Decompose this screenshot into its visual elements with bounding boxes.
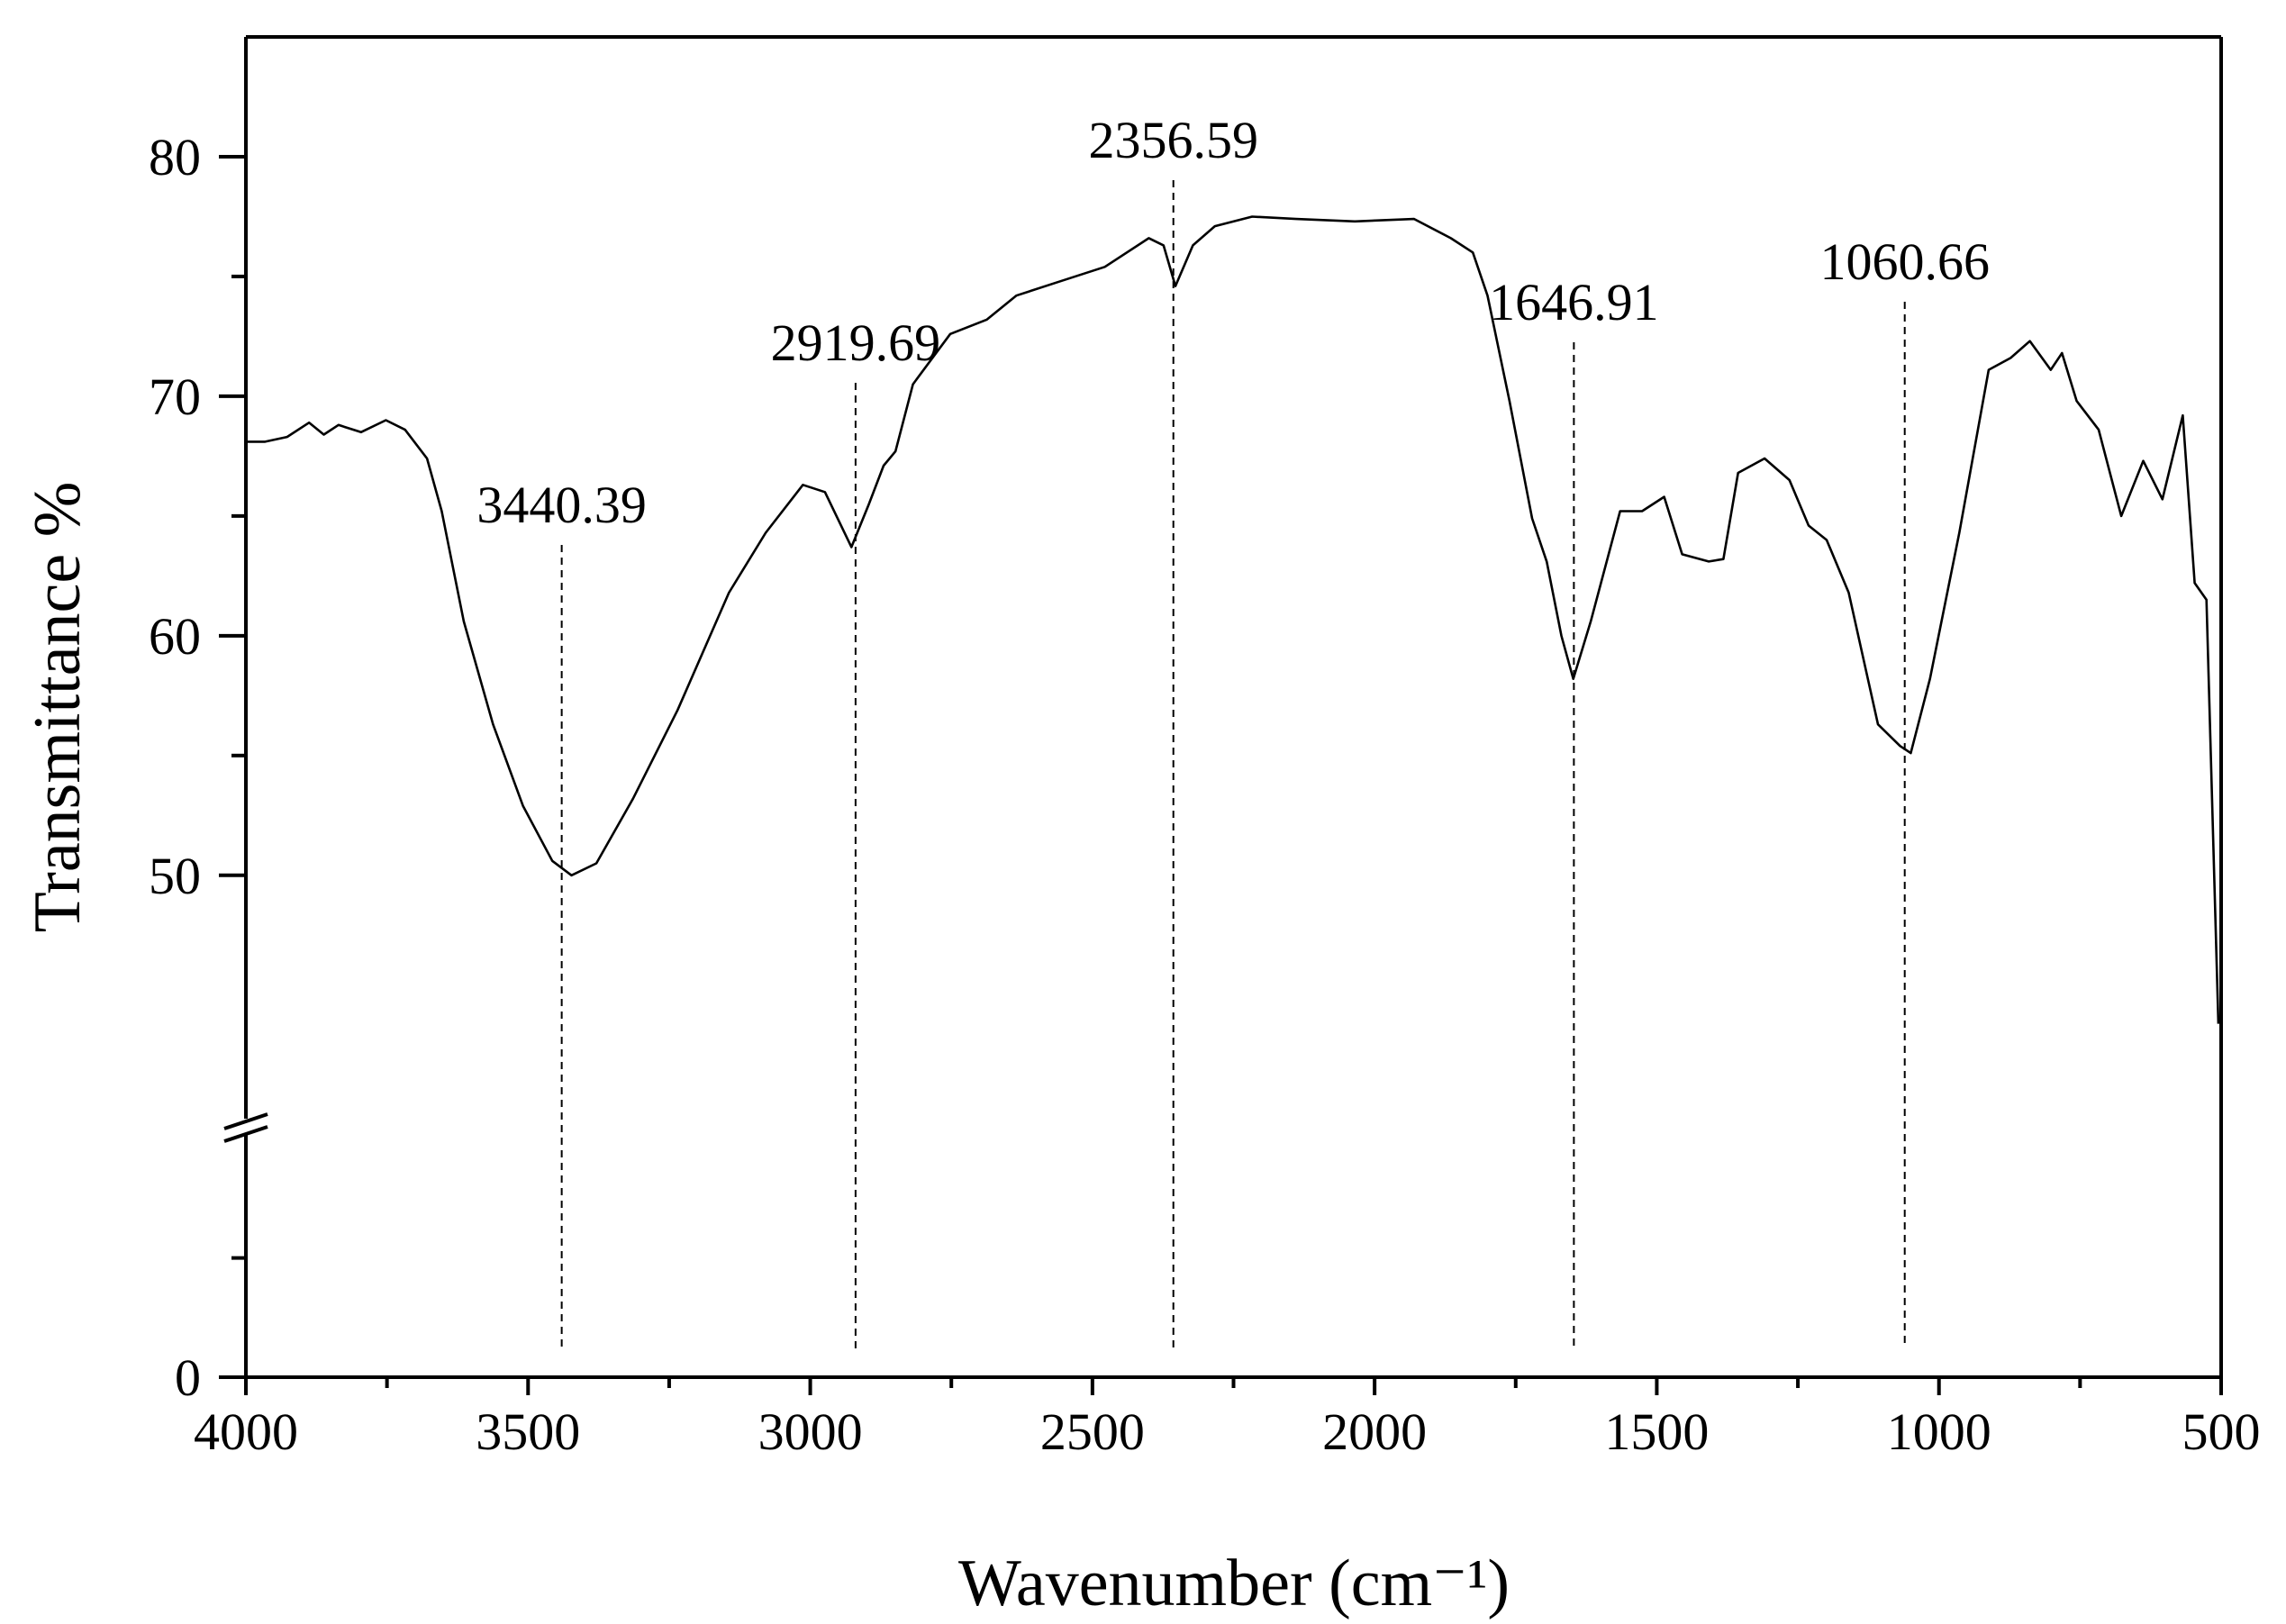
x-axis-title: Wavenumber (cm⁻¹) — [958, 1547, 1510, 1619]
x-tick-label: 3500 — [476, 1402, 580, 1461]
peak-label: 1060.66 — [1819, 232, 1990, 291]
x-tick-label: 1500 — [1604, 1402, 1709, 1461]
axis-break — [223, 1112, 268, 1130]
y-tick-label: 60 — [149, 607, 201, 666]
x-tick-label: 2500 — [1040, 1402, 1145, 1461]
peak-label: 2919.69 — [771, 313, 941, 372]
peak-label: 3440.39 — [476, 476, 647, 534]
x-tick-label: 2000 — [1322, 1402, 1427, 1461]
y-axis-title: Transmittance % — [21, 482, 95, 933]
x-tick-label: 1000 — [1887, 1402, 1991, 1461]
axis-break — [223, 1125, 268, 1143]
y-tick-label: 0 — [175, 1348, 201, 1407]
x-tick-label: 4000 — [194, 1402, 298, 1461]
y-tick-label: 70 — [149, 367, 201, 426]
peak-label: 1646.91 — [1489, 273, 1659, 331]
peak-label: 2356.59 — [1088, 111, 1258, 169]
y-tick-label: 80 — [149, 128, 201, 186]
x-tick-label: 500 — [2182, 1402, 2261, 1461]
spectrum-line — [246, 215, 2220, 1024]
x-tick-label: 3000 — [758, 1402, 863, 1461]
y-tick-label: 50 — [149, 847, 201, 905]
